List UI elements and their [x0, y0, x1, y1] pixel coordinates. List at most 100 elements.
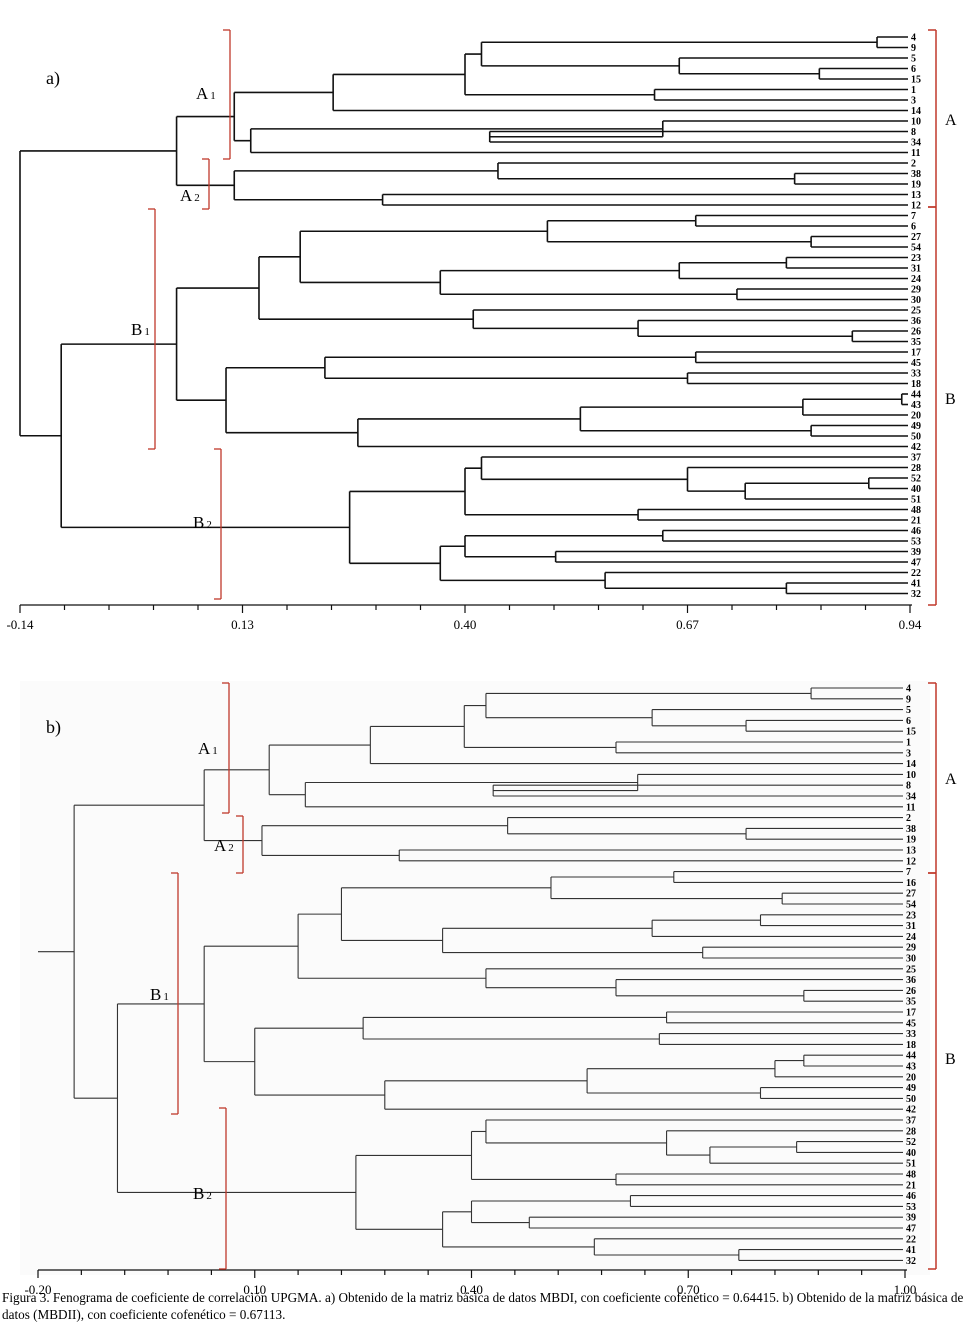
leaf-label: 13	[911, 190, 921, 201]
leaf-label: 45	[906, 1018, 916, 1029]
dendrogram-panel-a: 4956151314108341123819131276275423312429…	[6, 29, 957, 632]
leaf-label: 15	[911, 75, 921, 86]
leaf-label: 43	[911, 400, 921, 411]
leaf-label: 23	[911, 253, 921, 264]
tick-label: 0.13	[231, 617, 254, 632]
figure-caption: Figura 3. Fenograma de coeficiente de co…	[2, 1290, 964, 1322]
leaf-label: 27	[911, 232, 921, 243]
tick-label: 0.40	[454, 617, 477, 632]
leaf-label: 35	[911, 337, 921, 348]
leaf-label: 10	[911, 117, 921, 128]
leaf-label: 7	[911, 211, 916, 222]
leaf-label: 13	[906, 846, 916, 857]
leaf-label: 17	[911, 348, 921, 359]
leaf-label: 24	[911, 274, 921, 285]
leaf-label: 8	[906, 781, 911, 792]
leaf-label: 22	[911, 568, 921, 579]
leaf-label: 46	[911, 526, 921, 537]
leaf-label: 6	[911, 64, 916, 75]
leaf-label: 33	[911, 369, 921, 380]
leaf-label: 3	[911, 96, 916, 107]
leaf-label: 1	[906, 738, 911, 749]
leaf-label: 54	[911, 243, 921, 254]
leaf-label: 30	[906, 954, 916, 965]
leaf-label: 12	[906, 856, 916, 867]
leaf-label: 7	[906, 867, 911, 878]
leaf-label: 20	[911, 411, 921, 422]
leaf-label: 31	[906, 921, 916, 932]
leaf-label: 26	[911, 327, 921, 338]
leaf-label: 38	[911, 169, 921, 180]
leaf-label: 22	[906, 1234, 916, 1245]
leaf-label: 48	[911, 505, 921, 516]
leaf-label: 5	[906, 705, 911, 716]
leaf-label: 35	[906, 997, 916, 1008]
tick-label: 0.94	[899, 617, 922, 632]
leaf-label: 25	[906, 964, 916, 975]
leaf-label: 15	[906, 727, 916, 738]
leaf-label: 30	[911, 295, 921, 306]
leaf-label: 44	[911, 390, 921, 401]
leaf-label: 38	[906, 824, 916, 835]
leaf-label: 50	[911, 432, 921, 443]
leaf-label: 19	[906, 835, 916, 846]
leaf-label: 14	[911, 106, 921, 117]
leaf-label: 53	[906, 1202, 916, 1213]
leaf-label: 29	[911, 285, 921, 296]
leaf-label: 27	[906, 889, 916, 900]
leaf-label: 25	[911, 306, 921, 317]
panel-label: b)	[46, 717, 61, 738]
leaf-label: 32	[911, 589, 921, 600]
leaf-label: 8	[911, 127, 916, 138]
cluster-label: A	[945, 112, 957, 129]
leaf-label: 41	[906, 1245, 916, 1256]
leaf-label: 4	[906, 684, 911, 695]
tick-label: -0.20	[24, 1282, 51, 1297]
leaf-label: 32	[906, 1256, 916, 1267]
leaf-label: 36	[906, 975, 916, 986]
leaf-label: 50	[906, 1094, 916, 1105]
leaf-label: 46	[906, 1191, 916, 1202]
leaf-label: 28	[911, 463, 921, 474]
leaf-label: 1	[911, 85, 916, 96]
leaf-label: 33	[906, 1029, 916, 1040]
leaf-label: 42	[911, 442, 921, 453]
leaf-label: 49	[911, 421, 921, 432]
tick-label: 0.67	[676, 617, 699, 632]
leaf-label: 12	[911, 201, 921, 212]
leaf-label: 24	[906, 932, 916, 943]
leaf-label: 49	[906, 1083, 916, 1094]
dendrogram-panel-b: 4956151314108341123819131271627542331242…	[24, 682, 957, 1297]
cluster-label: B	[945, 391, 956, 408]
leaf-label: 18	[911, 379, 921, 390]
leaf-label: 16	[906, 878, 916, 889]
leaf-label: 36	[911, 316, 921, 327]
leaf-label: 3	[906, 748, 911, 759]
leaf-label: 44	[906, 1051, 916, 1062]
leaf-label: 47	[911, 558, 921, 569]
leaf-label: 10	[906, 770, 916, 781]
leaf-label: 31	[911, 264, 921, 275]
leaf-label: 9	[911, 43, 916, 54]
leaf-label: 6	[911, 222, 916, 233]
leaf-label: 20	[906, 1072, 916, 1083]
leaf-label: 42	[906, 1105, 916, 1116]
tick-label: 0.40	[460, 1282, 483, 1297]
leaf-label: 21	[911, 516, 921, 527]
tick-label: -0.14	[6, 617, 34, 632]
leaf-label: 9	[906, 694, 911, 705]
leaf-label: 19	[911, 180, 921, 191]
leaf-label: 21	[906, 1180, 916, 1191]
tick-label: 1.00	[894, 1282, 917, 1297]
leaf-label: 34	[911, 138, 921, 149]
leaf-label: 52	[906, 1137, 916, 1148]
leaf-label: 45	[911, 358, 921, 369]
